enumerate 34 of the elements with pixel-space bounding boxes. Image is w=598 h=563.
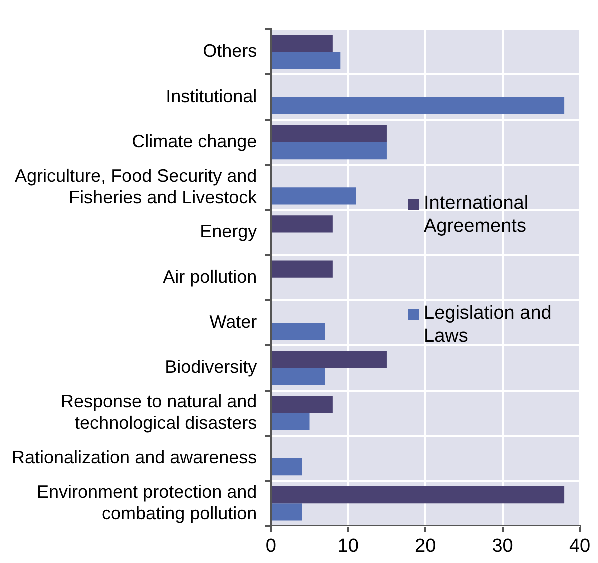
x-tick-label: 20 [415, 536, 436, 557]
y-tick-label: Response to natural and technological disasters [61, 392, 258, 434]
bar [272, 35, 333, 52]
x-tick-label: 0 [266, 536, 276, 557]
y-tick-label: Biodiversity [165, 357, 258, 378]
bar [272, 504, 302, 521]
y-tick-label: Climate change [132, 131, 258, 152]
bar [272, 97, 565, 114]
x-tick-label: 30 [492, 536, 514, 557]
y-tick-label: Environment protection and combating pollution [37, 482, 258, 524]
y-tick-label: Agriculture, Food Security and Fisheries and Livestock [15, 166, 258, 208]
y-tick-label: Others [203, 41, 258, 62]
bar [272, 396, 333, 414]
bar [272, 486, 565, 504]
y-tick-label: Water [210, 312, 258, 332]
bar [272, 413, 310, 430]
y-tick-label: Institutional [166, 86, 258, 106]
bar [272, 216, 333, 233]
bar [272, 458, 302, 476]
x-tick-label: 10 [338, 536, 359, 557]
bar [272, 52, 341, 70]
x-tick-label: 40 [569, 536, 591, 557]
y-tick-label: Air pollution [163, 266, 258, 287]
bar [272, 260, 333, 278]
legend-label: Legislation and Laws [424, 302, 553, 348]
bar [272, 323, 326, 340]
y-tick-label: Energy [200, 222, 258, 242]
bar [272, 125, 387, 142]
legend-label: International Agreements [424, 192, 530, 238]
y-tick-label: Rationalization and awareness [12, 447, 258, 468]
bar [272, 351, 387, 368]
bar [272, 368, 326, 386]
bar [272, 188, 356, 205]
bar [272, 142, 387, 160]
